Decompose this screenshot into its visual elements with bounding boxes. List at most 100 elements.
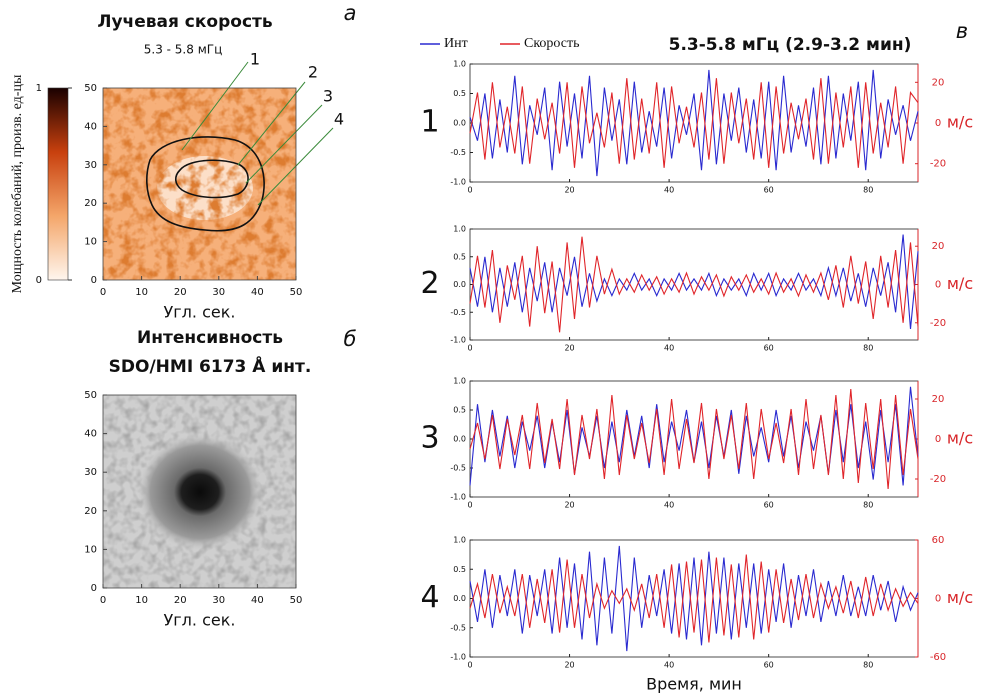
x-tick-label: 0: [467, 344, 472, 353]
y2-axis-label: м/с: [947, 113, 973, 132]
y2-tick-label: -60: [930, 652, 946, 663]
y-tick-label: -0.5: [450, 464, 466, 473]
y-tick-label: 0: [91, 275, 97, 286]
y2-tick-label: 0: [935, 434, 941, 445]
y2-axis-label: м/с: [947, 429, 973, 448]
chart-title: 5.3-5.8 мГц (2.9-3.2 мин): [669, 35, 912, 55]
y-tick-label: 0: [91, 583, 97, 594]
y-tick-label: 10: [84, 237, 97, 248]
chart-title: Лучевая скорость: [97, 12, 272, 32]
y-tick-label: -0.5: [450, 148, 466, 157]
series-line: [469, 554, 919, 643]
chart-title: Интенсивность: [137, 328, 283, 348]
x-tick-label: 0: [100, 287, 106, 298]
panel-number: 1: [420, 105, 439, 140]
y2-axis-label: м/с: [947, 274, 973, 293]
x-tick-label: 60: [764, 501, 774, 510]
plot-frame: [469, 380, 919, 498]
colorbar: [47, 87, 69, 281]
y2-tick-label: -20: [930, 159, 946, 170]
y2-tick-label: 20: [932, 241, 945, 252]
y-tick-label: 20: [84, 506, 97, 517]
contour-label: 2: [308, 63, 318, 82]
x-tick-label: 30: [212, 595, 225, 606]
y-tick-label: 0.5: [453, 252, 466, 261]
series-line: [469, 69, 919, 177]
y-tick-label: 40: [84, 429, 97, 440]
velocity-power-map: [103, 88, 296, 280]
series-line: [469, 386, 919, 486]
y-tick-label: 30: [84, 160, 97, 171]
contour-label: 4: [334, 110, 344, 129]
y-tick-label: 0.0: [453, 119, 466, 128]
y-tick-label: -1.0: [450, 653, 466, 662]
x-tick-label: 40: [251, 595, 264, 606]
y-tick-label: 50: [84, 83, 97, 94]
y-tick-label: -0.5: [450, 623, 466, 632]
y2-tick-label: 0: [935, 280, 941, 291]
x-tick-label: 20: [174, 595, 187, 606]
panel-letter: в: [956, 19, 968, 43]
x-tick-label: 40: [664, 661, 674, 670]
contour-label: 1: [250, 50, 260, 69]
y2-tick-label: 20: [932, 77, 945, 88]
x-tick-label: 40: [664, 344, 674, 353]
y-tick-label: -0.5: [450, 308, 466, 317]
x-tick-label: 10: [135, 595, 148, 606]
x-tick-label: 60: [764, 186, 774, 195]
y2-tick-label: -20: [930, 318, 946, 329]
y-tick-label: 10: [84, 544, 97, 555]
panel-letter: б: [344, 327, 357, 351]
x-tick-label: 40: [251, 287, 264, 298]
x-tick-label: 0: [100, 595, 106, 606]
y-tick-label: 0.0: [453, 280, 466, 289]
y2-tick-label: 0: [935, 118, 941, 129]
x-tick-label: 80: [863, 661, 873, 670]
colorbar-label: Мощность колебаний, произв. ед-цы: [10, 74, 25, 293]
intensity-map: [103, 395, 296, 588]
x-tick-label: 20: [564, 501, 574, 510]
plot-frame: [469, 228, 919, 341]
y-tick-label: 1.0: [453, 377, 466, 386]
series-line: [469, 236, 919, 333]
series-line: [469, 545, 919, 652]
y-tick-label: 0.5: [453, 406, 466, 415]
y-tick-label: 1.0: [453, 60, 466, 69]
x-tick-label: 60: [764, 661, 774, 670]
panel-number: 3: [420, 421, 439, 456]
x-tick-label: 50: [290, 287, 303, 298]
x-axis-label: Время, мин: [646, 675, 742, 694]
y-tick-label: 50: [84, 390, 97, 401]
plot-frame: [102, 87, 297, 281]
x-tick-label: 0: [467, 186, 472, 195]
y-tick-label: 1.0: [453, 225, 466, 234]
x-tick-label: 60: [764, 344, 774, 353]
y2-tick-label: 0: [935, 594, 941, 605]
y-tick-label: -1.0: [450, 493, 466, 502]
y2-tick-label: 20: [932, 394, 945, 405]
y2-tick-label: 60: [932, 535, 945, 546]
x-tick-label: 0: [467, 661, 472, 670]
x-tick-label: 40: [664, 186, 674, 195]
chart-subtitle: 5.3 - 5.8 мГц: [144, 43, 222, 57]
x-tick-label: 80: [863, 501, 873, 510]
chart-subtitle: SDO/HMI 6173 Å инт.: [109, 354, 312, 377]
x-tick-label: 50: [290, 595, 303, 606]
series-line: [469, 234, 919, 329]
legend-label: Скорость: [524, 36, 580, 51]
y2-axis-label: м/с: [947, 588, 973, 607]
y-tick-label: 0.0: [453, 594, 466, 603]
panel-number: 2: [420, 266, 439, 301]
y-tick-label: 0.5: [453, 565, 466, 574]
plot-frame: [102, 394, 297, 589]
x-axis-label: Угл. сек.: [164, 303, 236, 322]
y-tick-label: 40: [84, 121, 97, 132]
plot-frame: [469, 63, 919, 183]
x-axis-label: Угл. сек.: [164, 611, 236, 630]
panel-number: 4: [420, 580, 439, 615]
y-tick-label: 0.0: [453, 435, 466, 444]
x-tick-label: 0: [467, 501, 472, 510]
colorbar-tick-label: 1: [36, 83, 42, 94]
colorbar-tick-label: 0: [36, 275, 42, 286]
